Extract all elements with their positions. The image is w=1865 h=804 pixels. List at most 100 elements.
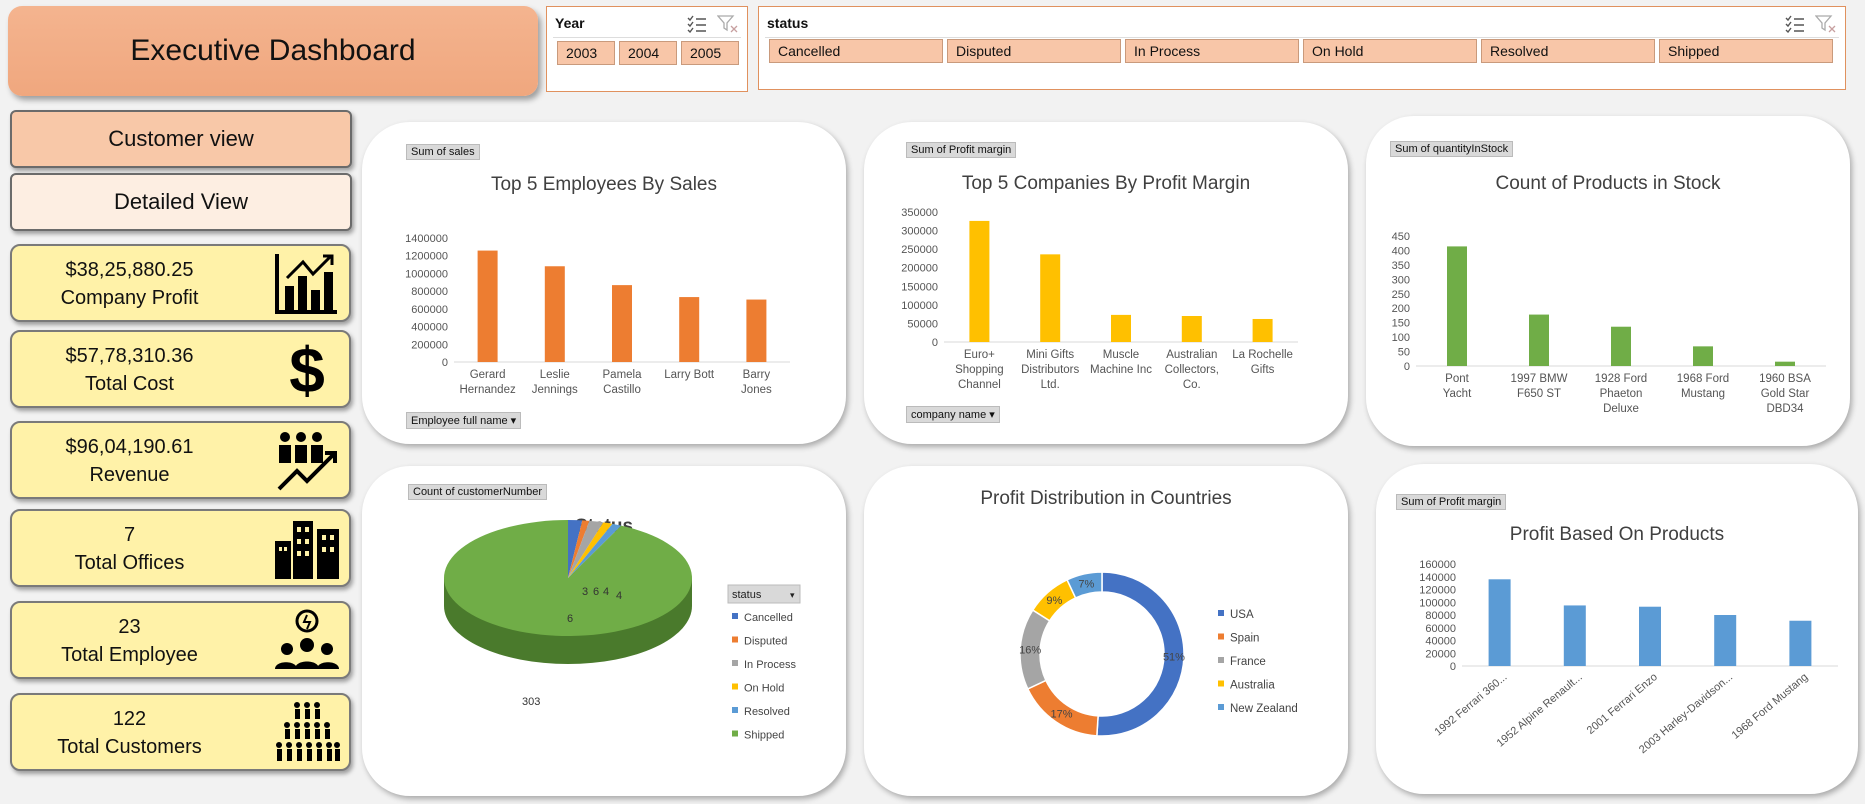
legend-swatch [732,683,738,690]
x-tick-label: Australian Collectors, Co. [1165,349,1219,391]
legend-swatch [732,613,738,619]
y-tick-label: 200000 [411,339,448,351]
legend-swatch [732,707,738,713]
company-filter-button[interactable]: company name ▾ [906,406,1000,423]
bar [746,299,767,362]
x-tick-label: Gerard Hernandez [459,369,516,396]
y-tick-label: 1000000 [405,268,448,280]
kpi-label: Total Customers [57,736,202,758]
chart-title: Profit Distribution in Countries [980,488,1232,509]
filter-tag-label: Employee full name [411,415,508,427]
employees-sales-panel[interactable]: Sum of sales Top 5 Employees By Sales 0 2… [362,122,846,444]
svg-text:$: $ [289,336,325,402]
status-slicer[interactable]: status Cancelled Disputed In Process On … [758,6,1846,90]
filter-dropdown-icon: ▾ [989,409,995,421]
y-tick-label: 0 [932,337,938,349]
y-tick-label: 80000 [1425,610,1456,622]
companies-profit-panel[interactable]: Sum of Profit margin Top 5 Companies By … [864,122,1348,444]
pie-data-label: 6 [567,613,573,625]
y-tick-label: 1200000 [405,251,448,263]
pie-data-label: 4 [603,586,609,598]
field-tag[interactable]: Count of customerNumber [408,484,547,500]
legend-label: In Process [744,659,796,671]
legend-swatch [1218,704,1224,710]
status-item-in-process[interactable]: In Process [1125,39,1299,63]
year-slicer[interactable]: Year 2003 2004 2005 [546,6,748,92]
x-tick-label: Mini Gifts Distributors Ltd. [1021,349,1079,391]
status-item-on-hold[interactable]: On Hold [1303,39,1477,63]
employee-filter-button[interactable]: Employee full name ▾ [406,412,522,429]
legend-label: France [1230,656,1266,668]
y-tick-label: 100 [1392,332,1410,344]
kpi-value: $38,25,880.25 [65,259,194,281]
y-tick-label: 400000 [411,322,448,334]
status-panel[interactable]: Count of customerNumber Status 36446303s… [362,466,846,796]
kpi-value: $96,04,190.61 [65,436,194,458]
bar [612,285,632,362]
field-tag[interactable]: Sum of Profit margin [906,142,1017,158]
y-tick-label: 140000 [1419,572,1456,584]
countries-panel[interactable]: Profit Distribution in Countries 51% 17% 1… [864,466,1348,796]
bar [1693,346,1713,366]
year-item-2003[interactable]: 2003 [557,41,615,65]
clear-filter-icon[interactable] [716,15,739,38]
products-stock-panel[interactable]: Sum of quantityInStock Count of Products… [1366,116,1850,446]
buildings-icon [275,521,339,579]
field-tag[interactable]: Sum of sales [406,144,480,160]
detailed-view-button[interactable]: Detailed View [10,173,352,231]
status-item-label: Disputed [956,43,1012,59]
detailed-view-label: Detailed View [113,189,249,214]
kpi-total-cost: $57,78,310.36 Total Cost $ [10,330,351,408]
status-item-label: Resolved [1490,43,1549,59]
customer-view-button[interactable]: Customer view [10,110,352,168]
bar [969,220,990,342]
status-item-shipped[interactable]: Shipped [1659,39,1833,63]
bar [1252,318,1273,342]
clear-filter-icon[interactable] [1814,15,1837,38]
kpi-label: Total Employee [61,644,198,666]
products-stock-chart: 0 50 100 150 200 250 300 350 400 450 Pont Yacht 1997… [1392,231,1826,415]
legend-label: Disputed [744,636,787,648]
legend-label: Shipped [744,730,784,742]
status-item-resolved[interactable]: Resolved [1481,39,1655,63]
x-tick-label: Leslie Jennings [532,369,578,396]
year-item-2005[interactable]: 2005 [681,41,739,65]
year-item-label: 2003 [566,45,598,61]
status-item-cancelled[interactable]: Cancelled [769,39,943,63]
status-item-disputed[interactable]: Disputed [947,39,1121,63]
legend-dropdown-icon: ▾ [790,590,795,600]
y-tick-label: 50000 [907,318,938,330]
x-tick-label: 2001 Ferrari Enzo [1585,671,1660,737]
profit-products-panel[interactable]: Sum of Profit margin Profit Based On Pro… [1376,464,1858,794]
kpi-value: 122 [112,708,147,730]
dashboard-title: Executive Dashboard [8,6,538,96]
legend-label: Resolved [744,706,790,718]
x-tick-label: Larry Bott [664,369,715,381]
y-tick-label: 450 [1392,231,1410,243]
bar [1775,361,1795,366]
multi-select-icon[interactable] [1785,15,1805,38]
kpi-label: Company Profit [60,287,199,309]
multi-select-icon[interactable] [687,15,707,38]
bar [1639,606,1661,666]
year-item-2004[interactable]: 2004 [619,41,677,65]
kpi-total-offices: 7 Total Offices [10,509,351,587]
filter-dropdown-icon: ▾ [510,415,517,427]
x-tick-label: 1968 Ford Mustang [1730,671,1811,742]
field-tag[interactable]: Sum of quantityInStock [1390,141,1514,157]
x-tick-label: Muscle Machine Inc [1090,349,1152,376]
bar [1529,314,1549,366]
donut-data-label: 9% [1046,595,1062,607]
kpi-label: Revenue [89,464,170,486]
y-tick-label: 100000 [901,300,938,312]
field-tag[interactable]: Sum of Profit margin [1396,494,1507,510]
y-tick-label: 300000 [901,226,938,238]
kpi-total-customers: 122 Total Customers [10,693,351,771]
y-tick-label: 50 [1398,347,1410,359]
pie-slice [568,523,622,578]
legend-header-box [727,584,801,604]
y-tick-label: 120000 [1419,585,1456,597]
bar [1611,326,1631,366]
chart-title: Profit Based On Products [1509,524,1725,545]
y-tick-label: 150 [1392,318,1410,330]
